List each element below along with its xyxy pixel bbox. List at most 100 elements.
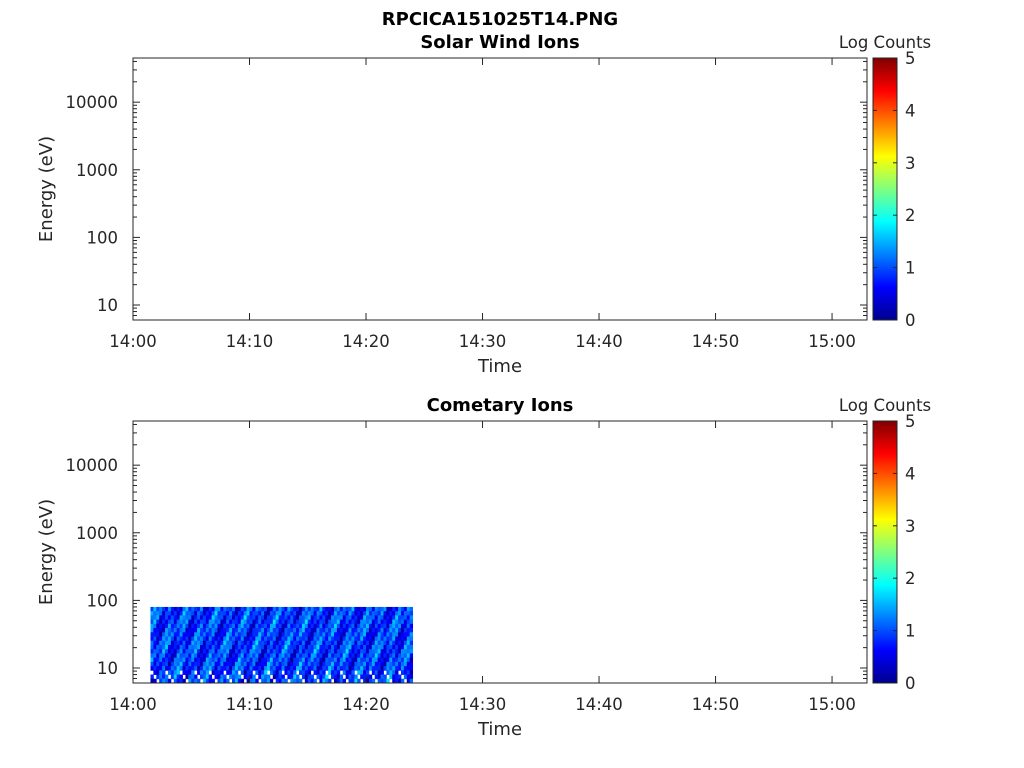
heatmap-cell (319, 615, 323, 621)
heatmap-cell (272, 674, 277, 680)
heatmap-cell (266, 606, 271, 612)
heatmap-cell (211, 640, 215, 646)
heatmap-cell (322, 623, 326, 629)
colorbar-tick-label: 4 (905, 464, 916, 483)
heatmap-cell (197, 644, 201, 650)
heatmap-cell (167, 623, 172, 629)
heatmap-cell (264, 678, 268, 683)
heatmap-cell (243, 670, 247, 675)
heatmap-cell (406, 611, 411, 616)
heatmap-cell (170, 640, 175, 646)
heatmap-cell (296, 678, 300, 683)
heatmap-cell (342, 653, 347, 659)
heatmap-cell (246, 628, 250, 633)
heatmap-cell (354, 653, 358, 659)
heatmap-cell (170, 611, 175, 616)
heatmap-cell (191, 623, 195, 629)
heatmap-cell (266, 644, 271, 650)
heatmap-cell (380, 615, 384, 621)
heatmap-cell (156, 674, 160, 680)
heatmap-cell (293, 628, 297, 633)
heatmap-cell (368, 632, 373, 637)
heatmap-cell (182, 628, 186, 633)
heatmap-cell (240, 606, 245, 612)
heatmap-cell (159, 611, 163, 616)
heatmap-cell (220, 670, 224, 675)
heatmap-cell (304, 678, 309, 683)
heatmap-cell (333, 615, 338, 621)
heatmap-cell (322, 661, 326, 667)
heatmap-cell (395, 628, 399, 633)
heatmap-cell (229, 649, 233, 654)
heatmap-cell (226, 661, 230, 667)
heatmap-cell (409, 653, 414, 659)
heatmap-cell (331, 661, 335, 667)
heatmap-cell (354, 657, 358, 663)
heatmap-cell (383, 623, 387, 629)
heatmap-cell (237, 657, 242, 663)
heatmap-cell (313, 636, 317, 642)
heatmap-cell (264, 666, 268, 671)
heatmap-cell (351, 666, 355, 671)
heatmap-cell (383, 640, 387, 646)
heatmap-cell (199, 653, 204, 659)
heatmap-cell (296, 653, 300, 659)
heatmap-cell (170, 615, 175, 621)
heatmap-cell (243, 640, 247, 646)
heatmap-cell (232, 619, 236, 625)
heatmap-cell (205, 636, 210, 642)
heatmap-cell (170, 657, 175, 663)
heatmap-cell (240, 615, 245, 621)
heatmap-cell (278, 666, 282, 671)
heatmap-cell (205, 670, 210, 675)
heatmap-cell (371, 623, 376, 629)
heatmap-cell (173, 674, 178, 680)
heatmap-cell (237, 661, 242, 667)
heatmap-cell (290, 678, 294, 683)
heatmap-cell (325, 666, 329, 671)
heatmap-cell (374, 615, 379, 621)
heatmap-cell (217, 632, 221, 637)
heatmap-cell (386, 636, 390, 642)
heatmap-cell (165, 644, 169, 650)
heatmap-cell (162, 636, 166, 642)
heatmap-cell (220, 615, 224, 621)
heatmap-cell (199, 636, 204, 642)
heatmap-cell (403, 657, 408, 663)
heatmap-cell (150, 632, 154, 637)
heatmap-cell (336, 628, 341, 633)
heatmap-cell (173, 615, 178, 621)
heatmap-cell (258, 644, 262, 650)
heatmap-cell (214, 661, 218, 667)
heatmap-cell (223, 661, 227, 667)
heatmap-cell (229, 657, 233, 663)
heatmap-cell (191, 632, 195, 637)
heatmap-cell (380, 636, 384, 642)
heatmap-cell (240, 644, 245, 650)
heatmap-cell (205, 678, 210, 683)
heatmap-cell (293, 611, 297, 616)
heatmap-cell (374, 670, 379, 675)
heatmap-cell (249, 653, 253, 659)
heatmap-cell (299, 611, 303, 616)
heatmap-cell (389, 628, 393, 633)
heatmap-cell (258, 611, 262, 616)
heatmap-cell (232, 678, 236, 683)
heatmap-cell (406, 670, 411, 675)
heatmap-cell (220, 632, 224, 637)
heatmap-cell (223, 674, 227, 680)
heatmap-cell (386, 628, 390, 633)
heatmap-cell (336, 611, 341, 616)
y-tick-label: 1000 (76, 524, 118, 543)
heatmap-cell (389, 623, 393, 629)
heatmap-cell (208, 623, 213, 629)
heatmap-cell (269, 632, 274, 637)
heatmap-cell (232, 636, 236, 642)
heatmap-cell (304, 619, 309, 625)
heatmap-cell (284, 628, 288, 633)
heatmap-cell (237, 649, 242, 654)
heatmap-cell (153, 606, 157, 612)
heatmap-cell (363, 632, 367, 637)
heatmap-cell (214, 623, 218, 629)
